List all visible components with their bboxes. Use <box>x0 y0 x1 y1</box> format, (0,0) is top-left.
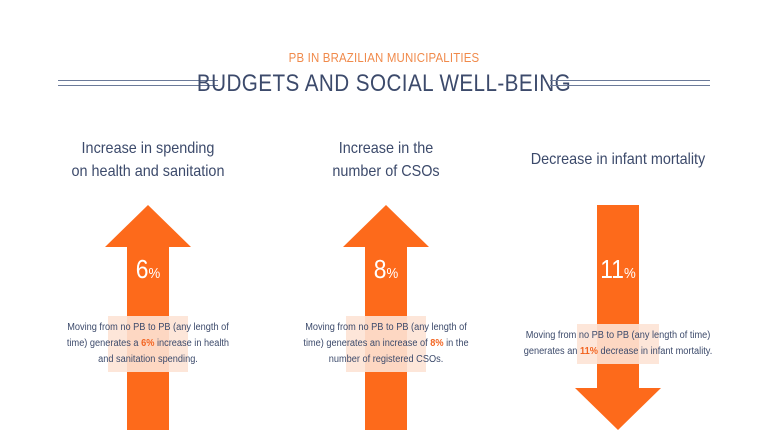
card-percentage: 8% <box>373 254 399 284</box>
card-heading: Decrease in infant mortality <box>530 151 706 168</box>
down-arrow-icon <box>575 205 661 430</box>
arrow-note-backdrop <box>577 324 659 364</box>
up-arrow-icon <box>343 205 429 430</box>
title-rule-left <box>58 80 218 86</box>
card-note: Moving from no PB to PB (any length of t… <box>66 322 230 365</box>
card-percentage: 6% <box>135 254 161 284</box>
arrow-note-backdrop <box>108 316 188 372</box>
card-cso-count: Increase in the number of CSOs 8% Moving… <box>286 0 486 430</box>
title-row: BUDGETS AND SOCIAL WELL-BEING <box>58 70 710 100</box>
title-rule-right <box>550 80 710 86</box>
up-arrow-icon <box>105 205 191 430</box>
card-note: Moving from no PB to PB (any length of t… <box>523 330 713 357</box>
arrow-head <box>575 205 661 430</box>
card-heading: Increase in spending on health and sanit… <box>71 140 225 180</box>
card-note: Moving from no PB to PB (any length of t… <box>303 322 469 365</box>
card-heading: Increase in the number of CSOs <box>332 140 440 180</box>
card-infant-mortality: Decrease in infant mortality 11% Moving … <box>513 0 723 430</box>
page-title: BUDGETS AND SOCIAL WELL-BEING <box>196 70 572 97</box>
subtitle: PB IN BRAZILIAN MUNICIPALITIES <box>288 50 480 65</box>
card-health-spending: Increase in spending on health and sanit… <box>48 0 248 430</box>
arrow-note-backdrop <box>346 316 426 372</box>
card-percentage: 11% <box>600 254 636 284</box>
